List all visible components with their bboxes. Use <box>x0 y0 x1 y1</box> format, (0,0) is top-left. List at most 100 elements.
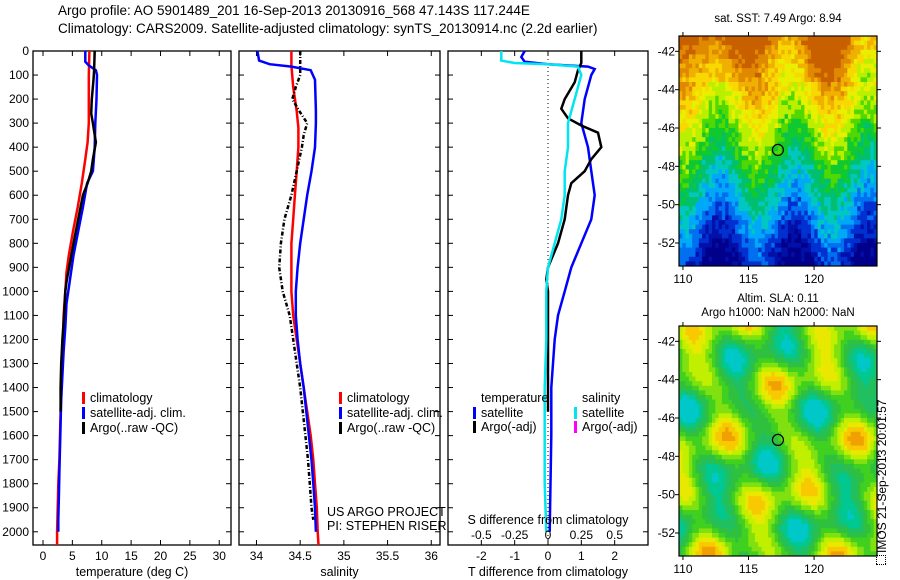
sst-map-cell <box>754 220 759 226</box>
salinity-diff-tick-label: 0.25 <box>570 528 594 542</box>
sla-map-cell <box>754 413 759 419</box>
sst-map-cell <box>688 206 693 212</box>
sst-map-cell <box>731 229 736 235</box>
sst-map-cell <box>867 132 871 138</box>
sst-map-cell <box>731 252 736 258</box>
sst-map-cell <box>738 63 743 69</box>
sst-map-cell <box>705 68 710 74</box>
sst-map-cell <box>814 224 819 230</box>
sst-map-cell <box>804 59 809 65</box>
sst-map-cell <box>791 40 795 46</box>
sla-map-cell <box>794 431 799 437</box>
sst-map-cell <box>712 192 716 198</box>
sst-map-cell <box>847 114 852 120</box>
sla-map-cell <box>692 385 696 391</box>
sst-map-cell <box>771 86 776 92</box>
sla-map-cell <box>715 408 720 414</box>
sla-map-cell <box>685 422 690 428</box>
sla-map-cell <box>870 390 875 396</box>
sst-map-cell <box>698 77 703 83</box>
sst-map-cell <box>715 187 720 193</box>
sla-map-cell <box>781 335 786 341</box>
sla-map-cell <box>784 454 789 460</box>
sst-map-cell <box>712 72 716 78</box>
sst-map-cell <box>830 197 835 203</box>
sst-map-cell <box>695 114 700 120</box>
sst-map-cell <box>837 36 842 42</box>
sla-map-cell <box>774 441 779 447</box>
sla-map-cell <box>741 344 746 350</box>
sst-map-cell <box>712 109 716 115</box>
sla-map-cell <box>814 408 819 414</box>
sst-map-cell <box>718 187 723 193</box>
sla-map-cell <box>774 395 779 401</box>
sla-map-cell <box>718 335 723 341</box>
sst-map-cell <box>850 183 855 189</box>
sst-map-cell <box>705 155 710 161</box>
sst-map-cell <box>853 63 858 69</box>
sst-map-cell <box>811 118 815 124</box>
sst-map-cell <box>679 256 683 262</box>
sst-map-cell <box>682 63 687 69</box>
sla-map-cell <box>748 330 753 336</box>
sla-map-cell <box>873 436 878 442</box>
sst-map-cell <box>850 128 855 134</box>
sst-map-cell <box>867 229 871 235</box>
sla-map-cell <box>830 335 835 341</box>
sst-map-cell <box>857 206 861 212</box>
sst-map-cell <box>758 229 762 235</box>
sla-map-cell <box>778 436 782 442</box>
sla-map-cell <box>768 330 772 336</box>
sst-map-cell <box>731 77 736 83</box>
sst-map-cell <box>827 155 832 161</box>
sla-map-cell <box>791 431 795 437</box>
sla-map-cell <box>807 436 812 442</box>
sst-map-cell <box>679 91 683 97</box>
sla-map-cell <box>781 381 786 387</box>
sst-map-cell <box>844 86 848 92</box>
sst-map-cell <box>807 59 812 65</box>
sst-map-cell <box>745 247 749 253</box>
sst-map-cell <box>794 183 799 189</box>
sst-map-cell <box>774 146 779 152</box>
sst-map-cell <box>715 238 720 244</box>
sst-map-cell <box>688 105 693 111</box>
sla-map-cell <box>679 362 683 368</box>
sst-map-cell <box>814 220 819 226</box>
sla-map-cell <box>820 422 825 428</box>
sst-map-cell <box>824 247 828 253</box>
sla-map-cell <box>695 330 700 336</box>
sst-map-cell <box>781 178 786 184</box>
sst-map-cell <box>771 229 776 235</box>
sst-map-cell <box>748 169 753 175</box>
sst-map-cell <box>682 229 687 235</box>
sla-map-cell <box>791 344 795 350</box>
sst-map-cell <box>827 59 832 65</box>
sst-map-cell <box>784 187 789 193</box>
sla-map-cell <box>685 454 690 460</box>
sla-map-cell <box>725 326 729 332</box>
sst-map-cell <box>847 36 852 42</box>
sla-map-cell <box>850 418 855 424</box>
sst-map-cell <box>853 229 858 235</box>
sst-map-cell <box>827 54 832 60</box>
sla-map-cell <box>695 362 700 368</box>
sst-map-cell <box>830 256 835 262</box>
sst-map-cell <box>817 201 822 207</box>
sst-map-cell <box>679 123 683 129</box>
sst-map-cell <box>860 187 865 193</box>
sla-map-cell <box>761 372 766 378</box>
sla-map-cell <box>870 431 875 437</box>
sst-map-cell <box>718 77 723 83</box>
sst-map-cell <box>748 164 753 170</box>
sla-map-cell <box>741 450 746 456</box>
sst-map-cell <box>695 82 700 88</box>
sst-map-cell <box>867 128 871 134</box>
sst-map-cell <box>804 63 809 69</box>
sla-map-cells <box>679 326 878 557</box>
sla-map-cell <box>857 408 861 414</box>
sla-map-cell <box>857 339 861 345</box>
sla-map-cell <box>781 422 786 428</box>
sst-map-cell <box>688 49 693 55</box>
sla-map-cell <box>725 427 729 433</box>
